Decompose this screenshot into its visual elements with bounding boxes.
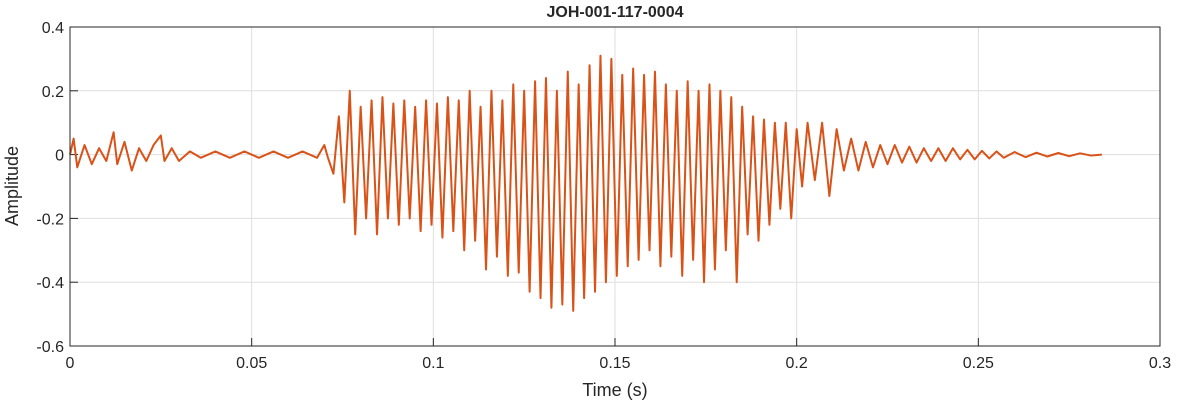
axes-box — [69, 26, 1161, 347]
x-tick-label: 0.25 — [963, 355, 994, 372]
y-axis-label: Amplitude — [2, 146, 22, 226]
y-tick-label: 0.4 — [42, 20, 64, 37]
y-tick-label: 0.2 — [42, 84, 64, 101]
x-tick-label: 0.2 — [786, 355, 808, 372]
y-tick-label: 0 — [55, 148, 64, 165]
plot — [69, 54, 1102, 312]
chart-title: JOH-001-117-0004 — [547, 4, 684, 21]
x-axis-label: Time (s) — [582, 380, 647, 400]
waveform — [69, 54, 1102, 312]
x-tick-label: 0.05 — [236, 355, 267, 372]
y-tick-label: -0.4 — [36, 275, 64, 292]
x-tick-label: 0.1 — [422, 355, 444, 372]
x-tick-label: 0.15 — [599, 355, 630, 372]
x-tick-label: 0.3 — [1149, 355, 1171, 372]
x-tick-label: 0 — [66, 355, 75, 372]
y-tick-label: -0.6 — [36, 339, 64, 356]
y-tick-label: -0.2 — [36, 211, 64, 228]
